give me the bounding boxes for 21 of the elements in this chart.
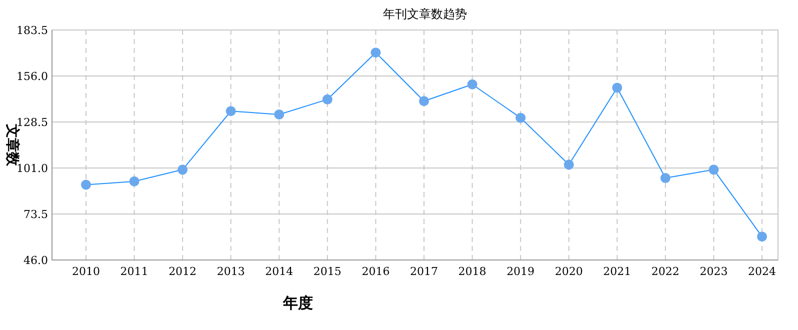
x-tick-label: 2023 <box>700 265 728 278</box>
y-tick-label: 73.5 <box>24 208 48 221</box>
x-tick-label: 2018 <box>458 265 486 278</box>
x-tick-label: 2010 <box>72 265 100 278</box>
x-tick-label: 2020 <box>554 265 583 278</box>
x-tick-label: 2016 <box>362 265 390 278</box>
x-tick-label: 2013 <box>216 265 245 278</box>
y-tick-label: 183.5 <box>16 24 48 37</box>
x-tick-label: 2019 <box>506 265 535 278</box>
x-tick-label: 2017 <box>410 265 438 278</box>
y-tick-label: 156.0 <box>16 70 48 83</box>
x-tick-label: 2021 <box>603 265 632 278</box>
x-tick-label: 2012 <box>168 265 197 278</box>
y-tick-label: 46.0 <box>24 254 48 267</box>
x-tick-label: 2024 <box>748 265 776 278</box>
x-axis-title: 年度 <box>282 294 313 312</box>
x-tick-label: 2022 <box>651 265 680 278</box>
x-tick-label: 2011 <box>120 265 148 278</box>
x-tick-label: 2014 <box>265 265 294 278</box>
chart-title: 年刊文章数趋势 <box>383 7 467 21</box>
x-tick-label: 2015 <box>313 265 342 278</box>
